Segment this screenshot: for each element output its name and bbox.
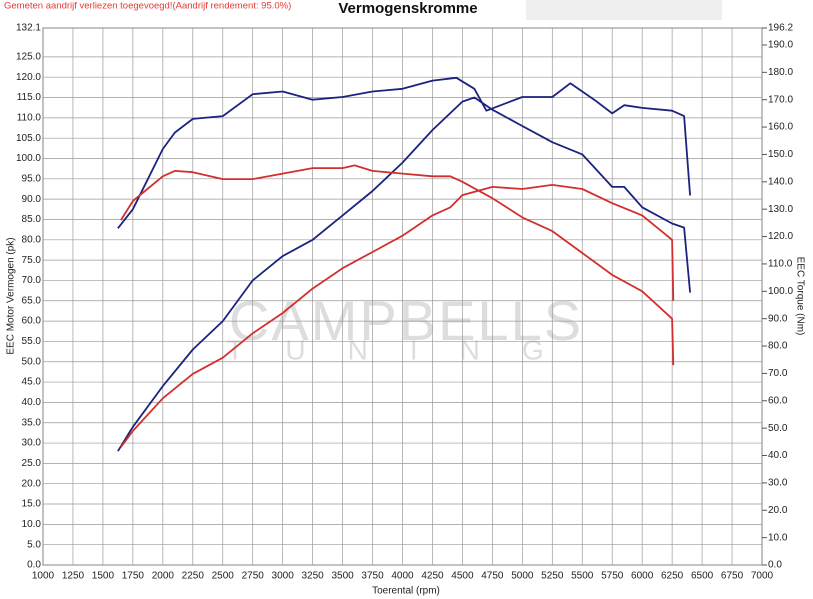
y-tick-label: 115.0 — [17, 92, 42, 103]
y2-tick-label: 150.0 — [768, 149, 793, 160]
series-line — [120, 184, 675, 448]
x-tick-label: 4500 — [451, 571, 474, 582]
y2-tick-label: 170.0 — [768, 94, 793, 105]
x-tick-label: 1000 — [32, 571, 55, 582]
y-tick-label: 50.0 — [22, 356, 42, 367]
title-box — [526, 0, 722, 20]
x-tick-label: 2000 — [152, 571, 175, 582]
y-tick-label: 110.0 — [17, 112, 42, 123]
y2-tick-label: 120.0 — [768, 231, 793, 242]
x-tick-label: 4000 — [391, 571, 414, 582]
y-tick-label: 30.0 — [22, 438, 42, 449]
x-tick-label: 2750 — [242, 571, 265, 582]
y-tick-label: 35.0 — [22, 417, 42, 428]
y-tick-label: 120.0 — [16, 72, 41, 83]
y2-tick-label: 180.0 — [768, 67, 793, 78]
y-tick-label: 65.0 — [22, 295, 42, 306]
series-line — [120, 164, 675, 366]
x-tick-label: 3500 — [331, 571, 354, 582]
y2-tick-label: 30.0 — [768, 478, 788, 489]
y2-tick-label: 0.0 — [768, 560, 782, 571]
y-tick-label: 125.0 — [16, 52, 41, 63]
y-tick-label: 105.0 — [16, 133, 41, 144]
x-tick-label: 1250 — [62, 571, 85, 582]
y-tick-label: 5.0 — [27, 539, 41, 550]
y2-tick-label: 70.0 — [768, 368, 788, 379]
y2-tick-label: 90.0 — [768, 313, 788, 324]
y-tick-label: 40.0 — [22, 397, 42, 408]
x-tick-label: 2250 — [182, 571, 205, 582]
y2-tick-label: 190.0 — [768, 40, 793, 51]
x-tick-label: 6250 — [661, 571, 684, 582]
x-tick-label: 3000 — [272, 571, 295, 582]
x-tick-label: 2500 — [212, 571, 235, 582]
series-line — [117, 76, 691, 229]
x-tick-label: 4250 — [421, 571, 444, 582]
x-tick-label: 3750 — [361, 571, 384, 582]
y-tick-label: 45.0 — [22, 377, 42, 388]
y2-tick-label: 40.0 — [768, 450, 788, 461]
x-tick-label: 5250 — [541, 571, 564, 582]
chart-title: Vermogenskromme — [338, 0, 477, 17]
y2-tick-label: 130.0 — [768, 204, 793, 215]
series-line — [117, 96, 691, 452]
y-tick-label: 75.0 — [22, 255, 42, 266]
y2-tick-label: 100.0 — [768, 286, 793, 297]
y2-tick-label: 50.0 — [768, 423, 788, 434]
y2-tick-label: 20.0 — [768, 505, 788, 516]
y-tick-label: 70.0 — [22, 275, 42, 286]
y-tick-label: 15.0 — [22, 499, 42, 510]
y2-tick-label: 140.0 — [768, 176, 793, 187]
y2-tick-label: 160.0 — [768, 122, 793, 133]
y-tick-label: 85.0 — [22, 214, 42, 225]
y-tick-label: 20.0 — [22, 478, 42, 489]
y-tick-label: 0.0 — [27, 560, 41, 571]
y2-tick-label: 60.0 — [768, 395, 788, 406]
y-tick-label: 10.0 — [22, 519, 42, 530]
subtitle: Gemeten aandrijf verliezen toegevoegd!(A… — [4, 1, 291, 12]
x-tick-label: 6500 — [691, 571, 714, 582]
x-tick-label: 7000 — [751, 571, 774, 582]
y2-tick-label: 10.0 — [768, 532, 788, 543]
x-tick-label: 6750 — [721, 571, 744, 582]
y2-tick-label: 80.0 — [768, 341, 788, 352]
watermark: TUNING — [226, 334, 585, 365]
y-tick-label: 90.0 — [22, 194, 42, 205]
x-tick-label: 3250 — [302, 571, 325, 582]
y-axis-title: EEC Motor Vermogen (pk) — [6, 237, 17, 354]
y2-tick-label: 196.2 — [768, 23, 793, 34]
x-tick-label: 1750 — [122, 571, 145, 582]
y2-tick-label: 110.0 — [768, 259, 793, 270]
x-axis-title: Toerental (rpm) — [372, 586, 440, 597]
y-tick-label: 95.0 — [22, 173, 42, 184]
y2-axis-title: EEC Torque (Nm) — [794, 257, 805, 336]
y-tick-label: 80.0 — [22, 234, 42, 245]
y-tick-label: 60.0 — [22, 316, 42, 327]
y-tick-label: 25.0 — [22, 458, 42, 469]
x-tick-label: 4750 — [481, 571, 504, 582]
x-tick-label: 1500 — [92, 571, 115, 582]
y-tick-label: 132.1 — [16, 23, 41, 34]
x-tick-label: 5500 — [571, 571, 594, 582]
x-tick-label: 6000 — [631, 571, 654, 582]
y-tick-label: 55.0 — [22, 336, 42, 347]
x-tick-label: 5000 — [511, 571, 534, 582]
y-tick-label: 100.0 — [16, 153, 41, 164]
x-tick-label: 5750 — [601, 571, 624, 582]
